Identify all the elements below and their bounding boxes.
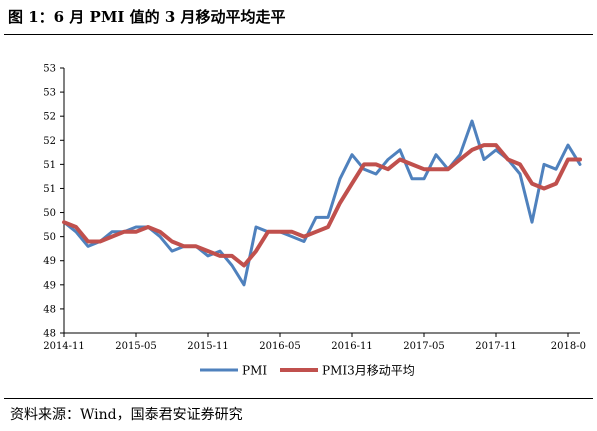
x-tick-label: 2015-05 xyxy=(115,341,157,352)
y-tick-label: 48 xyxy=(43,329,56,340)
y-tick-label: 50 xyxy=(43,232,56,243)
figure-title: 图 1：6 月 PMI 值的 3 月移动平均走平 xyxy=(8,8,286,26)
y-tick-label: 49 xyxy=(43,256,56,267)
top-rule xyxy=(4,34,593,35)
series-line-pmi xyxy=(62,119,582,287)
x-tick-label: 2017-11 xyxy=(475,341,517,352)
bottom-rule xyxy=(4,398,593,399)
chart-grid xyxy=(63,68,580,334)
x-axis-ticks: 2014-11 2015-05 2015-11 2016-05 2016-11 2017-… xyxy=(43,333,586,352)
y-tick-label: 50 xyxy=(43,208,56,219)
x-tick-label: 2016-11 xyxy=(331,341,373,352)
legend-label-pmi: PMI xyxy=(242,364,267,378)
y-tick-label: 53 xyxy=(43,88,56,99)
y-tick-label: 49 xyxy=(43,280,56,291)
series-lines xyxy=(62,119,582,287)
chart-legend: PMI PMI3月移动平均 xyxy=(200,364,415,378)
y-axis-ticks: 53 53 52 52 51 51 50 50 49 49 48 48 xyxy=(43,64,64,340)
y-tick-label: 51 xyxy=(43,160,56,171)
source-note: 资料来源：Wind，国泰君安证券研究 xyxy=(10,407,243,423)
y-tick-label: 51 xyxy=(43,184,56,195)
series-line-pmi-3m-avg xyxy=(62,143,582,268)
y-tick-label: 52 xyxy=(43,112,56,123)
x-tick-label: 2014-11 xyxy=(43,341,85,352)
x-tick-label: 2016-05 xyxy=(259,341,301,352)
legend-label-pmi-3m-avg: PMI3月移动平均 xyxy=(322,364,415,378)
x-tick-label: 2017-05 xyxy=(403,341,445,352)
y-tick-label: 52 xyxy=(43,136,56,147)
x-tick-label: 2015-11 xyxy=(187,341,229,352)
y-tick-label: 48 xyxy=(43,304,56,315)
x-tick-label: 2018-0 xyxy=(551,341,586,352)
y-tick-label: 53 xyxy=(43,64,56,75)
